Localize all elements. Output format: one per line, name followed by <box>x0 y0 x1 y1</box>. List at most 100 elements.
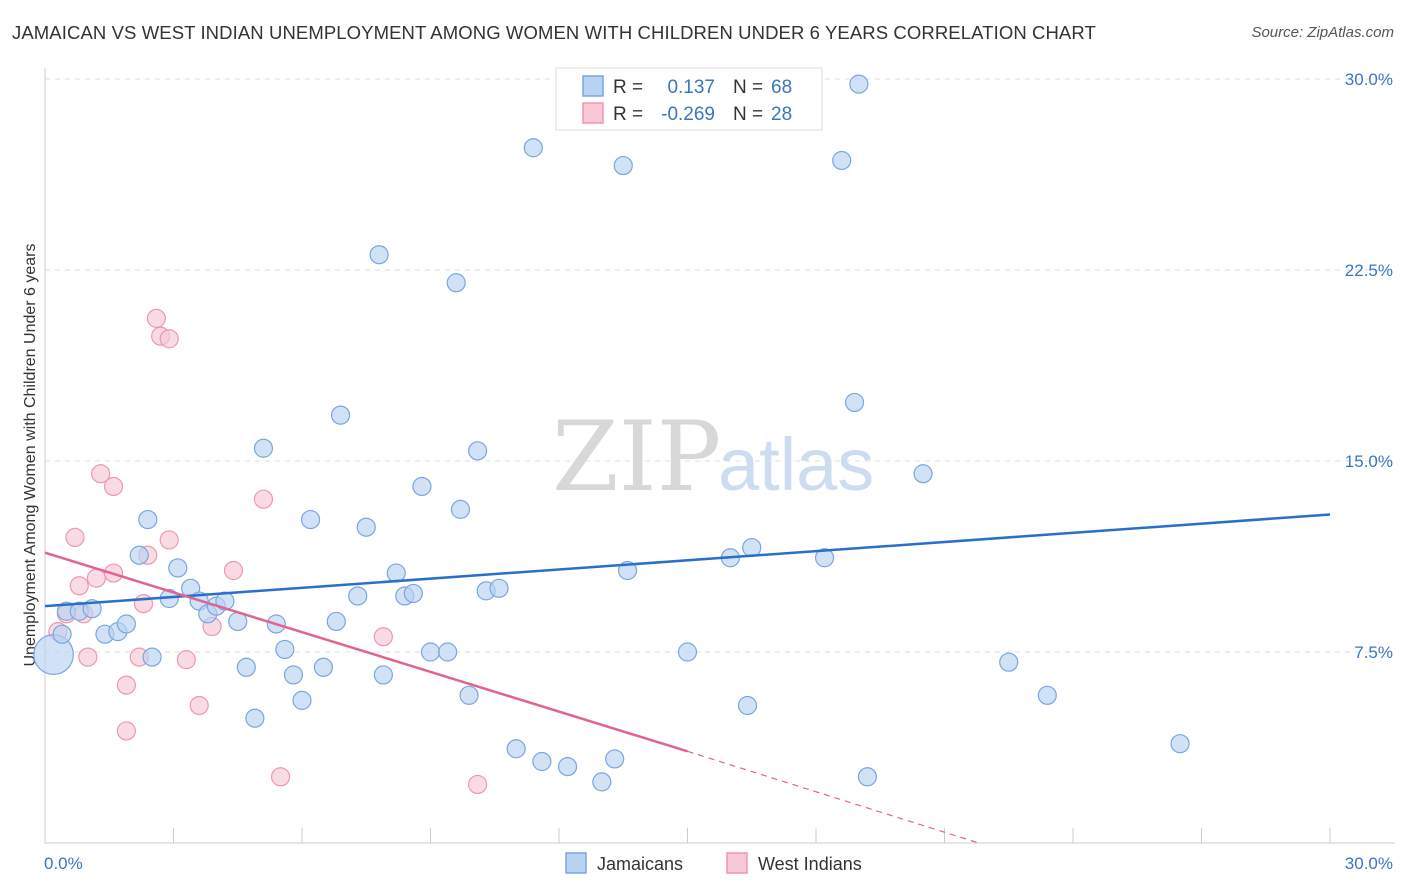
y-tick-labels: 7.5% 15.0% 22.5% 30.0% <box>1345 70 1393 662</box>
west-indians-point-6 <box>86 568 107 588</box>
legend-n-value-1: 68 <box>771 77 792 98</box>
jamaicans-point-24 <box>283 665 304 685</box>
jamaicans-point-51 <box>605 749 625 769</box>
jamaicans-point-56 <box>737 695 758 716</box>
west-indians-point-17 <box>159 530 179 550</box>
legend-n-label-2: N = <box>733 104 763 125</box>
legend-r-value-1: 0.137 <box>667 77 715 98</box>
jamaicans-point-20 <box>245 708 265 728</box>
west-indians-trend-line <box>44 551 688 753</box>
west-indians-points <box>48 308 488 795</box>
jamaicans-point-23 <box>275 639 295 660</box>
jamaicans-point-43 <box>468 441 488 461</box>
west-indians-point-3 <box>65 527 85 548</box>
west-indians-point-20 <box>189 695 209 716</box>
jamaicans-point-39 <box>438 642 458 662</box>
source-label: Source: ZipAtlas.com <box>1251 24 1394 41</box>
west-indians-point-25 <box>373 627 393 647</box>
west-indians-point-18 <box>159 329 179 349</box>
west-indians-point-24 <box>270 767 291 787</box>
gridlines <box>45 78 1395 653</box>
jamaicans-point-47 <box>523 138 543 158</box>
watermark-zip: ZIP <box>552 401 721 513</box>
jamaicans-point-19 <box>236 657 256 677</box>
jamaicans-point-61 <box>849 74 869 94</box>
west-indians-point-7 <box>91 464 111 484</box>
west-indians-point-15 <box>146 308 166 328</box>
axes <box>44 68 1395 844</box>
y-tick-label-1: 15.0% <box>1345 452 1393 471</box>
jamaicans-point-66 <box>1170 734 1190 754</box>
jamaicans-point-7 <box>116 614 136 634</box>
jamaicans-point-30 <box>348 586 368 606</box>
west-indians-point-11 <box>116 721 136 741</box>
bottom-legend: Jamaicans West Indians <box>565 852 862 874</box>
jamaicans-point-40 <box>446 273 466 293</box>
jamaicans-point-25 <box>292 690 312 710</box>
y-tick-label-2: 22.5% <box>1345 261 1393 280</box>
jamaicans-point-38 <box>420 642 441 662</box>
bottom-legend-swatch-jamaicans <box>565 852 587 874</box>
jamaicans-point-1 <box>52 624 72 644</box>
jamaicans-point-60 <box>844 392 865 413</box>
jamaicans-point-58 <box>814 548 835 568</box>
legend-r-label-1: R = <box>613 77 643 98</box>
x-tick-label-min: 0.0% <box>44 854 83 873</box>
west-indians-point-13 <box>133 594 154 614</box>
jamaicans-point-27 <box>313 657 334 677</box>
jamaicans-point-62 <box>857 767 878 787</box>
west-indians-point-4 <box>69 576 89 596</box>
y-tick-label-3: 30.0% <box>1345 70 1393 89</box>
y-axis-label: Unemployment Among Women with Children U… <box>22 243 39 666</box>
bottom-legend-west-indians: West Indians <box>758 854 862 874</box>
legend-n-label-1: N = <box>733 77 763 98</box>
west-indians-point-23 <box>253 489 274 509</box>
jamaicans-point-63 <box>913 464 933 484</box>
jamaicans-point-33 <box>373 665 393 685</box>
jamaicans-trend-line <box>44 513 1331 608</box>
jamaicans-point-36 <box>403 583 423 604</box>
jamaicans-point-37 <box>412 476 432 497</box>
jamaicans-point-34 <box>386 563 406 583</box>
jamaicans-points <box>33 74 1190 792</box>
jamaicans-point-49 <box>557 756 578 777</box>
jamaicans-point-64 <box>999 652 1019 672</box>
bottom-legend-jamaicans: Jamaicans <box>597 854 683 874</box>
legend-r-label-2: R = <box>613 104 643 125</box>
jamaicans-point-9 <box>138 509 158 530</box>
west-indians-point-19 <box>176 650 196 670</box>
jamaicans-point-54 <box>677 642 698 662</box>
jamaicans-point-50 <box>592 772 612 792</box>
bottom-legend-swatch-west-indians <box>726 852 748 874</box>
jamaicans-point-26 <box>300 509 321 530</box>
jamaicans-point-46 <box>506 739 526 759</box>
jamaicans-point-32 <box>369 245 389 265</box>
jamaicans-point-57 <box>742 537 762 558</box>
jamaicans-point-48 <box>532 751 552 772</box>
west-indians-point-10 <box>116 675 136 695</box>
west-indians-point-5 <box>78 647 98 667</box>
chart-title: JAMAICAN VS WEST INDIAN UNEMPLOYMENT AMO… <box>12 22 1096 43</box>
west-indians-trend-extension <box>687 750 979 844</box>
legend-r-value-2: -0.269 <box>661 104 715 125</box>
jamaicans-point-42 <box>459 685 479 705</box>
legend-n-value-2: 28 <box>771 104 792 125</box>
jamaicans-point-28 <box>326 611 346 632</box>
legend-swatch-west-indians <box>582 102 604 124</box>
jamaicans-point-41 <box>450 499 471 519</box>
x-tick-label-max: 30.0% <box>1345 854 1393 873</box>
jamaicans-point-52 <box>613 155 633 176</box>
jamaicans-point-31 <box>356 517 376 537</box>
legend-swatch-jamaicans <box>582 75 604 97</box>
jamaicans-point-65 <box>1037 685 1057 705</box>
jamaicans-point-17 <box>215 591 235 611</box>
trend-lines <box>44 513 1331 844</box>
west-indians-point-22 <box>223 560 244 581</box>
jamaicans-point-45 <box>489 578 509 598</box>
jamaicans-point-8 <box>129 545 149 565</box>
jamaicans-point-12 <box>168 558 188 578</box>
west-indians-point-8 <box>103 476 124 497</box>
y-tick-label-0: 7.5% <box>1354 643 1393 662</box>
west-indians-point-26 <box>468 774 488 795</box>
